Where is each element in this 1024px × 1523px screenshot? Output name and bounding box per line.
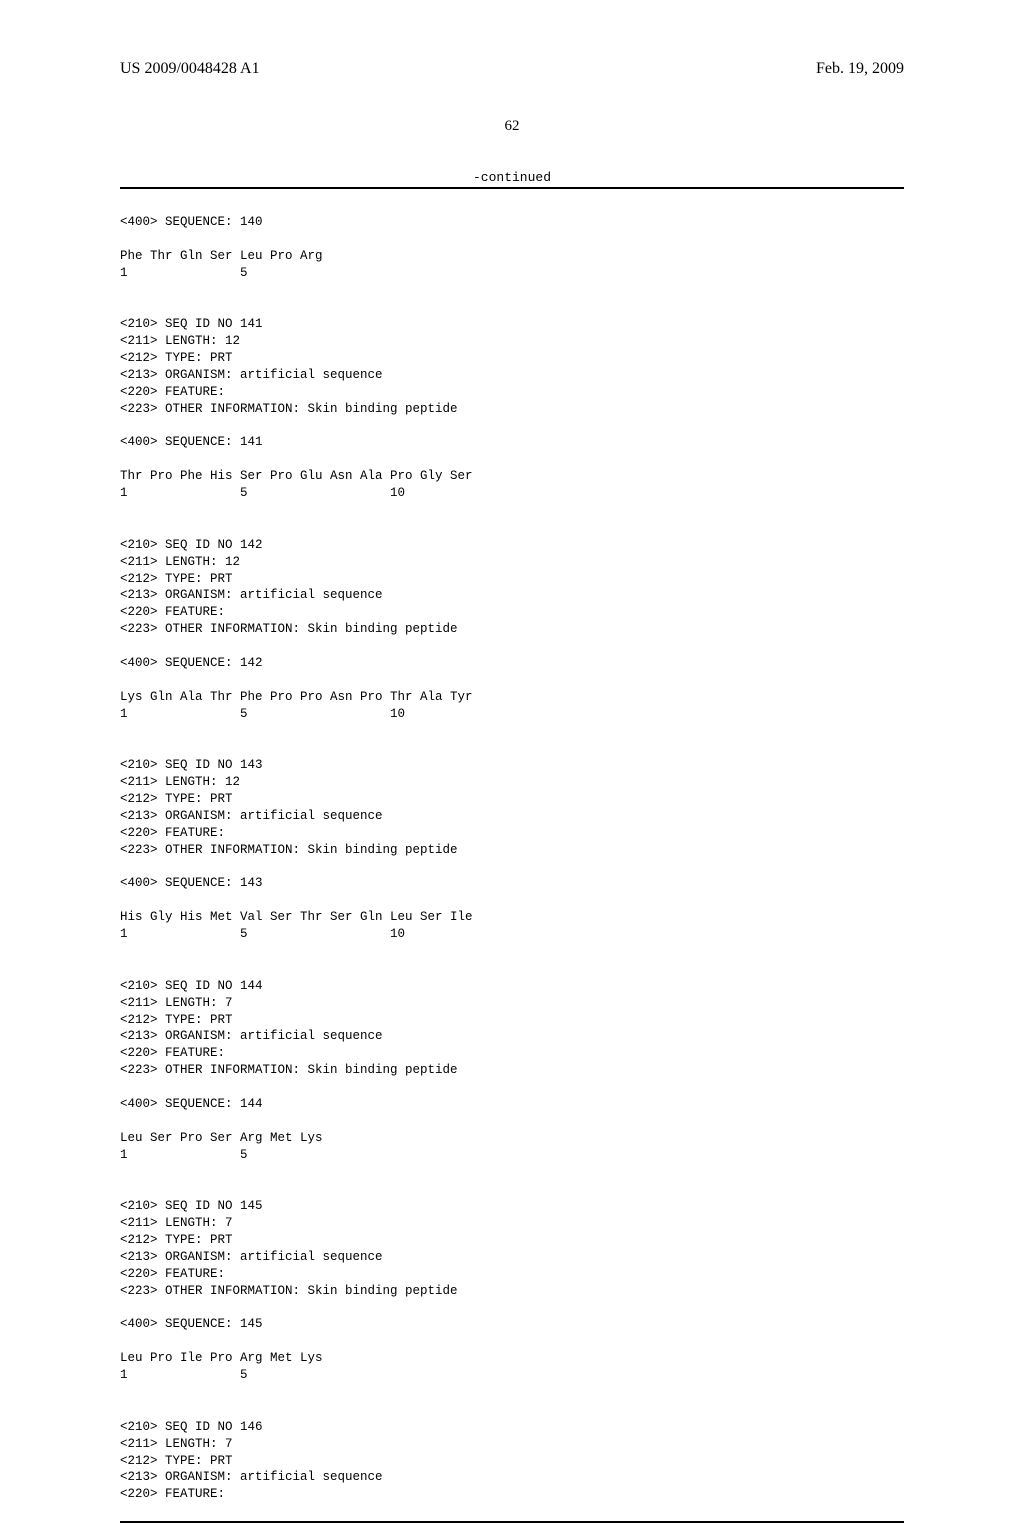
meta-line: <211> LENGTH: 12 [120, 334, 240, 348]
meta-line: <213> ORGANISM: artificial sequence [120, 1470, 383, 1484]
meta-line: <212> TYPE: PRT [120, 351, 233, 365]
meta-line: <223> OTHER INFORMATION: Skin binding pe… [120, 843, 458, 857]
sequence-entry: <210> SEQ ID NO 143 <211> LENGTH: 12 <21… [120, 757, 904, 943]
sequence-intro: <400> SEQUENCE: 144 [120, 1097, 263, 1111]
meta-line: <210> SEQ ID NO 144 [120, 979, 263, 993]
meta-line: <220> FEATURE: [120, 605, 225, 619]
position-line: 1 5 10 [120, 927, 405, 941]
meta-line: <220> FEATURE: [120, 1046, 225, 1060]
position-line: 1 5 10 [120, 486, 405, 500]
meta-line: <211> LENGTH: 7 [120, 1437, 233, 1451]
meta-line: <223> OTHER INFORMATION: Skin binding pe… [120, 1284, 458, 1298]
meta-line: <212> TYPE: PRT [120, 572, 233, 586]
sequence-listing: <400> SEQUENCE: 140 Phe Thr Gln Ser Leu … [120, 197, 904, 1503]
sequence-entry: <400> SEQUENCE: 140 Phe Thr Gln Ser Leu … [120, 214, 904, 282]
residue-line: His Gly His Met Val Ser Thr Ser Gln Leu … [120, 910, 473, 924]
meta-line: <212> TYPE: PRT [120, 1454, 233, 1468]
residue-line: Leu Ser Pro Ser Arg Met Lys [120, 1131, 323, 1145]
meta-line: <210> SEQ ID NO 142 [120, 538, 263, 552]
meta-line: <220> FEATURE: [120, 385, 225, 399]
residue-line: Lys Gln Ala Thr Phe Pro Pro Asn Pro Thr … [120, 690, 473, 704]
sequence-entry: <210> SEQ ID NO 144 <211> LENGTH: 7 <212… [120, 978, 904, 1164]
sequence-intro: <400> SEQUENCE: 145 [120, 1317, 263, 1331]
meta-line: <213> ORGANISM: artificial sequence [120, 1029, 383, 1043]
meta-line: <210> SEQ ID NO 141 [120, 317, 263, 331]
position-line: 1 5 10 [120, 707, 405, 721]
residue-line: Phe Thr Gln Ser Leu Pro Arg [120, 249, 323, 263]
sequence-entry: <210> SEQ ID NO 142 <211> LENGTH: 12 <21… [120, 537, 904, 723]
sequence-entry: <210> SEQ ID NO 145 <211> LENGTH: 7 <212… [120, 1198, 904, 1384]
position-line: 1 5 [120, 1368, 248, 1382]
position-line: 1 5 [120, 1148, 248, 1162]
meta-line: <211> LENGTH: 12 [120, 775, 240, 789]
residue-line: Leu Pro Ile Pro Arg Met Lys [120, 1351, 323, 1365]
meta-line: <211> LENGTH: 12 [120, 555, 240, 569]
meta-line: <212> TYPE: PRT [120, 1013, 233, 1027]
page-number: 62 [120, 118, 904, 135]
top-rule [120, 187, 904, 189]
meta-line: <223> OTHER INFORMATION: Skin binding pe… [120, 622, 458, 636]
meta-line: <213> ORGANISM: artificial sequence [120, 588, 383, 602]
meta-line: <223> OTHER INFORMATION: Skin binding pe… [120, 402, 458, 416]
meta-line: <213> ORGANISM: artificial sequence [120, 1250, 383, 1264]
sequence-intro: <400> SEQUENCE: 141 [120, 435, 263, 449]
page-container: US 2009/0048428 A1 Feb. 19, 2009 62 -con… [0, 0, 1024, 1320]
residue-line: Thr Pro Phe His Ser Pro Glu Asn Ala Pro … [120, 469, 473, 483]
sequence-intro: <400> SEQUENCE: 140 [120, 215, 263, 229]
sequence-intro: <400> SEQUENCE: 142 [120, 656, 263, 670]
page-header: US 2009/0048428 A1 Feb. 19, 2009 [120, 60, 904, 78]
continued-label: -continued [120, 170, 904, 185]
sequence-entry: <210> SEQ ID NO 141 <211> LENGTH: 12 <21… [120, 316, 904, 502]
publication-id: US 2009/0048428 A1 [120, 60, 260, 78]
meta-line: <212> TYPE: PRT [120, 1233, 233, 1247]
meta-line: <223> OTHER INFORMATION: Skin binding pe… [120, 1063, 458, 1077]
publication-date: Feb. 19, 2009 [816, 60, 904, 78]
meta-line: <213> ORGANISM: artificial sequence [120, 809, 383, 823]
meta-line: <220> FEATURE: [120, 1267, 225, 1281]
meta-line: <211> LENGTH: 7 [120, 996, 233, 1010]
meta-line: <210> SEQ ID NO 146 [120, 1420, 263, 1434]
sequence-intro: <400> SEQUENCE: 143 [120, 876, 263, 890]
sequence-entry: <210> SEQ ID NO 146 <211> LENGTH: 7 <212… [120, 1419, 904, 1503]
meta-line: <211> LENGTH: 7 [120, 1216, 233, 1230]
meta-line: <220> FEATURE: [120, 1487, 225, 1501]
meta-line: <212> TYPE: PRT [120, 792, 233, 806]
meta-line: <210> SEQ ID NO 143 [120, 758, 263, 772]
position-line: 1 5 [120, 266, 248, 280]
meta-line: <213> ORGANISM: artificial sequence [120, 368, 383, 382]
meta-line: <220> FEATURE: [120, 826, 225, 840]
meta-line: <210> SEQ ID NO 145 [120, 1199, 263, 1213]
